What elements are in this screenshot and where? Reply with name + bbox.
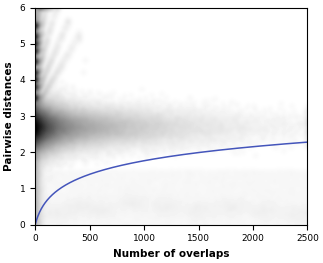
Y-axis label: Pairwise distances: Pairwise distances (4, 61, 14, 171)
X-axis label: Number of overlaps: Number of overlaps (113, 249, 230, 259)
